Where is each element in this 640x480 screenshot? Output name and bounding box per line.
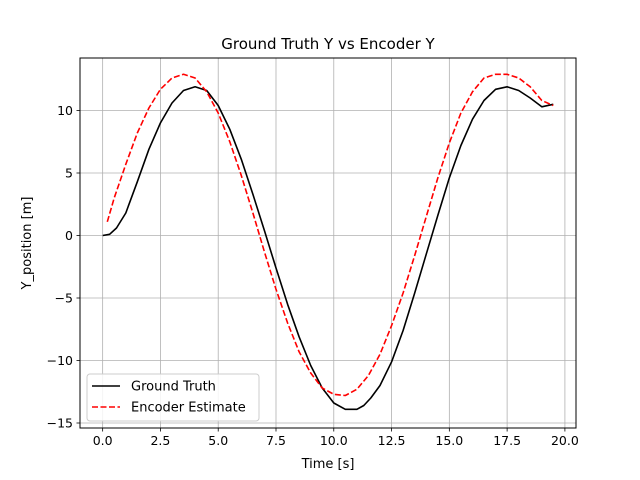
x-tick-label: 12.5 (378, 433, 406, 448)
series-lines (102, 73, 554, 411)
legend: Ground Truth Encoder Estimate (86, 373, 260, 422)
x-tick-label: 7.5 (266, 433, 286, 448)
y-tick-label: 10 (57, 103, 73, 118)
legend-label-1: Encoder Estimate (131, 401, 246, 416)
x-tick-label: 5.0 (208, 433, 228, 448)
legend-box (86, 373, 260, 422)
series-line-0 (102, 86, 554, 411)
x-tick-label: 2.5 (150, 433, 170, 448)
plot-frame (79, 57, 577, 429)
y-tick-label: −10 (47, 353, 73, 368)
x-tick-label: 0.0 (93, 433, 113, 448)
x-tick-label: 17.5 (493, 433, 521, 448)
x-tick-label: 15.0 (435, 433, 463, 448)
x-tick-label: 10.0 (320, 433, 348, 448)
legend-label-0: Ground Truth (131, 380, 216, 395)
y-tick-label: −15 (47, 416, 73, 431)
grid (80, 58, 576, 428)
y-tick-label: 5 (65, 166, 73, 181)
y-tick-label: −5 (55, 291, 73, 306)
x-tick-label: 20.0 (551, 433, 579, 448)
chart-title: Ground Truth Y vs Encoder Y (221, 35, 435, 53)
y-tick-label: 0 (65, 228, 73, 243)
plot-area (80, 58, 576, 428)
series-line-1 (106, 73, 554, 397)
y-axis-label: Y_position [m] (20, 197, 35, 291)
axis-ticks: 0.0 2.5 5.0 7.5 10.0 12.5 15.0 17.5 20.0 −15 −10 −5… (47, 103, 579, 448)
x-axis-label: Time [s] (301, 457, 355, 472)
